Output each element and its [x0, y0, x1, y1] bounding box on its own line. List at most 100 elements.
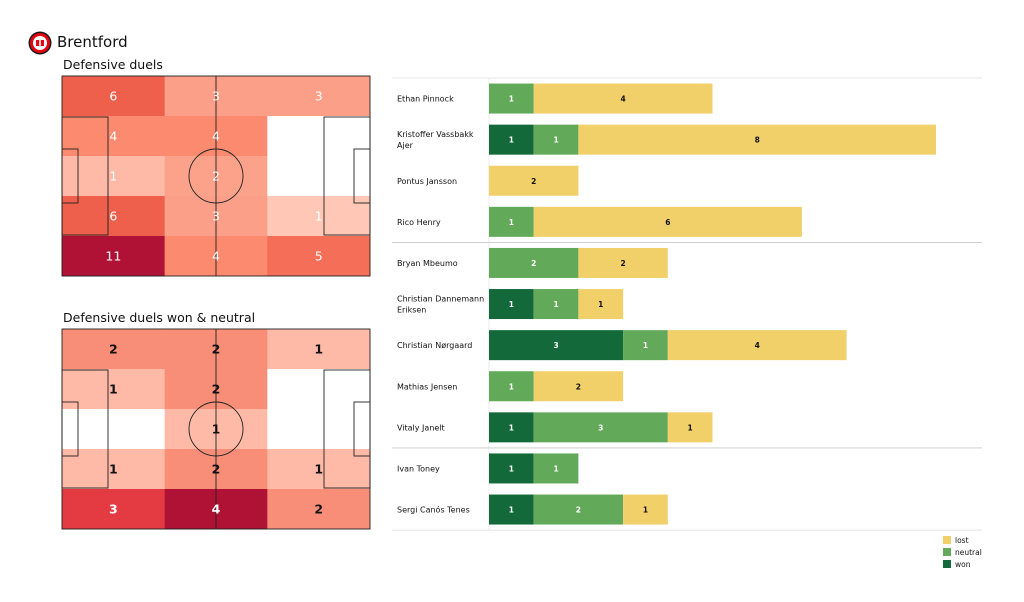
heatmap-cell-label: 2 — [314, 502, 323, 517]
heatmap-cell-label: 1 — [109, 382, 118, 397]
bar-segment-lost — [667, 412, 713, 443]
bar-value-label: 4 — [620, 95, 625, 104]
bar-segment-neutral — [489, 206, 534, 237]
legend-label-neutral: neutral — [955, 547, 982, 557]
heatmap-cell-label: 1 — [315, 209, 323, 224]
bar-value-label: 4 — [755, 341, 760, 350]
bar-segment-lost — [533, 371, 624, 402]
heatmap-cell — [62, 449, 165, 490]
team-name: Brentford — [57, 33, 128, 51]
legend-swatch-lost — [943, 536, 951, 544]
heatmap-cell-label: 4 — [212, 502, 221, 517]
heatmap-cell — [267, 196, 371, 237]
bar-value-label: 1 — [643, 341, 648, 350]
bar-value-label: 1 — [553, 300, 558, 309]
bar-value-label: 1 — [509, 423, 514, 432]
heatmap-cell — [267, 236, 371, 277]
player-name-label: Christian Dannemann — [397, 295, 484, 304]
heatmap-cell-label: 1 — [109, 169, 117, 184]
heatmap-cell — [62, 409, 165, 450]
legend-item-neutral: neutral — [943, 546, 982, 558]
bar-value-label: 1 — [509, 382, 514, 391]
bar-segment-lost — [489, 165, 579, 196]
bar-segment-won — [489, 412, 534, 443]
bar-value-label: 6 — [665, 218, 670, 227]
heatmap-cell — [62, 369, 165, 410]
defensive-duels-heatmap: 6 3 34 41 26 3 111 4 5 — [61, 75, 371, 277]
heatmap-cell-label: 6 — [109, 89, 117, 104]
pitch-right-six-yard-box — [353, 148, 371, 204]
bar-value-label: 1 — [688, 423, 693, 432]
bar-value-label: 2 — [576, 506, 581, 515]
player-name-label: Bryan Mbeumo — [397, 259, 458, 268]
player-name-label: Kristoffer Vassbakk — [397, 130, 474, 139]
heatmap-cell-label: 3 — [212, 89, 220, 104]
bar-segment-won — [489, 289, 534, 320]
bar-segment-neutral — [623, 330, 668, 361]
heatmap-cell — [267, 76, 371, 117]
bar-value-label: 2 — [620, 259, 625, 268]
heatmap-cell — [62, 156, 165, 197]
bar-segment-neutral — [533, 289, 579, 320]
player-name-label: Ivan Toney — [397, 464, 440, 473]
heatmap-cell-label: 2 — [212, 342, 221, 357]
heatmap-cell-label: 1 — [109, 462, 118, 477]
bar-value-label: 1 — [509, 218, 514, 227]
pitch-right-six-yard-box — [353, 401, 371, 457]
bar-value-label: 2 — [531, 177, 536, 186]
heatmap-cell — [267, 489, 371, 530]
bar-value-label: 1 — [509, 464, 514, 473]
heatmap-cell-label: 2 — [109, 342, 118, 357]
bar-segment-won — [489, 453, 534, 484]
heatmap-cell-label: 5 — [315, 249, 323, 264]
bar-segment-neutral — [533, 124, 579, 155]
heatmap-cell-label: 2 — [212, 382, 221, 397]
heatmap-cell — [267, 449, 371, 490]
bar-segment-lost — [578, 124, 936, 155]
player-name-label: Sergi Canós Tenes — [397, 505, 470, 515]
pitch-center-circle — [188, 148, 244, 204]
brentford-crest-icon — [28, 31, 52, 55]
heatmap-cell-label: 3 — [212, 209, 220, 224]
bar-segment-neutral — [533, 453, 579, 484]
legend-swatch-neutral — [943, 548, 951, 556]
heatmap-cell — [62, 329, 165, 370]
bar-segment-neutral — [489, 247, 579, 278]
player-name-label: Christian Nørgaard — [397, 341, 472, 350]
player-name-label: Rico Henry — [397, 218, 441, 227]
bar-segment-won — [489, 124, 534, 155]
heatmap-cell — [267, 329, 371, 370]
heatmap-title-won-neutral: Defensive duels won & neutral — [63, 310, 256, 325]
bar-segment-neutral — [489, 371, 534, 402]
bar-segment-lost — [667, 330, 847, 361]
bar-value-label: 1 — [553, 464, 558, 473]
bar-value-label: 1 — [643, 506, 648, 515]
bar-segment-neutral — [489, 83, 534, 114]
heatmap-cell — [267, 116, 371, 157]
chart-legend: lost neutral won — [943, 534, 982, 570]
player-name-label: Eriksen — [397, 306, 426, 315]
bar-value-label: 2 — [531, 259, 536, 268]
heatmap-cell — [267, 369, 371, 410]
bar-segment-lost — [533, 83, 713, 114]
heatmap-cell-label: 2 — [212, 462, 221, 477]
bar-segment-won — [489, 330, 624, 361]
heatmap-cell-label: 1 — [212, 422, 221, 437]
heatmap-cell — [267, 409, 371, 450]
legend-item-won: won — [943, 558, 982, 570]
bar-value-label: 1 — [553, 136, 558, 145]
bar-segment-lost — [578, 289, 624, 320]
player-name-label: Pontus Jansson — [397, 177, 457, 186]
legend-swatch-won — [943, 560, 951, 568]
heatmap-cell-label: 1 — [314, 462, 323, 477]
bar-value-label: 3 — [598, 423, 603, 432]
heatmap-cell-label: 1 — [314, 342, 323, 357]
player-name-label: Vitaly Janelt — [397, 423, 445, 432]
bar-segment-lost — [623, 494, 668, 525]
bar-value-label: 2 — [576, 382, 581, 391]
heatmap-cell-label: 3 — [109, 502, 118, 517]
bar-segment-neutral — [533, 494, 624, 525]
bar-value-label: 1 — [509, 136, 514, 145]
legend-item-lost: lost — [943, 534, 982, 546]
bar-value-label: 1 — [598, 300, 603, 309]
